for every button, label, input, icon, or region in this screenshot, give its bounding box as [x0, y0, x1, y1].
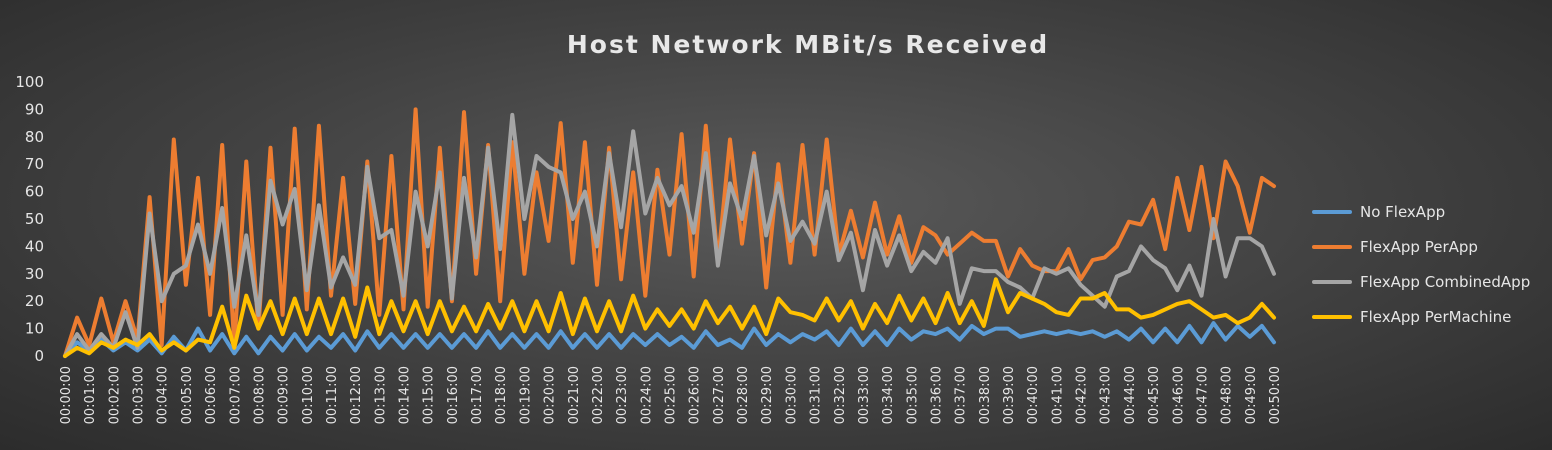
- x-tick-label: 00:26:00: [688, 366, 703, 424]
- x-tick-label: 00:28:00: [736, 366, 751, 424]
- x-tick-label: 00:39:00: [1002, 366, 1017, 424]
- series-line-flexapp-permachine: [63, 277, 1276, 358]
- x-tick-label: 00:19:00: [518, 366, 533, 424]
- legend: No FlexApp FlexApp PerApp FlexApp Combin…: [1312, 194, 1530, 334]
- x-tick-label: 00:16:00: [446, 366, 461, 424]
- x-tick-label: 00:48:00: [1220, 366, 1235, 424]
- legend-swatch: [1312, 314, 1352, 319]
- x-tick-label: 00:10:00: [301, 366, 316, 424]
- x-tick-label: 00:01:00: [83, 366, 98, 424]
- y-tick-label: 0: [34, 347, 44, 365]
- legend-swatch: [1312, 244, 1352, 249]
- x-tick-label: 00:47:00: [1195, 366, 1210, 424]
- x-tick-label: 00:11:00: [325, 366, 340, 424]
- y-tick-label: 50: [25, 210, 44, 228]
- x-tick-label: 00:34:00: [881, 366, 896, 424]
- x-tick-label: 00:05:00: [180, 366, 195, 424]
- x-tick-label: 00:13:00: [373, 366, 388, 424]
- x-tick-label: 00:04:00: [156, 366, 171, 424]
- y-tick-label: 80: [25, 128, 44, 146]
- series-line-no-flexapp: [63, 321, 1276, 358]
- x-tick-label: 00:44:00: [1123, 366, 1138, 424]
- legend-item-flexapp-perapp: FlexApp PerApp: [1312, 229, 1530, 264]
- legend-item-flexapp-permachine: FlexApp PerMachine: [1312, 299, 1530, 334]
- x-tick-label: 00:31:00: [809, 366, 824, 424]
- legend-swatch: [1312, 209, 1352, 214]
- x-tick-label: 00:46:00: [1171, 366, 1186, 424]
- legend-label: FlexApp CombinedApp: [1360, 272, 1531, 291]
- x-tick-label: 00:02:00: [107, 366, 122, 424]
- x-tick-label: 00:38:00: [978, 366, 993, 424]
- legend-label: FlexApp PerApp: [1360, 237, 1478, 256]
- x-tick-label: 00:06:00: [204, 366, 219, 424]
- y-tick-label: 60: [25, 183, 44, 201]
- chart-title: Host Network MBit/s Received: [566, 30, 1050, 59]
- x-tick-label: 00:42:00: [1075, 366, 1090, 424]
- legend-item-flexapp-combinedapp: FlexApp CombinedApp: [1312, 264, 1530, 299]
- x-tick-label: 00:17:00: [470, 366, 485, 424]
- x-tick-label: 00:18:00: [494, 366, 509, 424]
- x-tick-label: 00:32:00: [833, 366, 848, 424]
- series-line-flexapp-perapp: [63, 107, 1276, 358]
- y-tick-label: 100: [15, 73, 44, 91]
- x-tick-label: 00:27:00: [712, 366, 727, 424]
- x-tick-label: 00:45:00: [1147, 366, 1162, 424]
- y-tick-label: 10: [25, 320, 44, 338]
- y-tick-label: 70: [25, 155, 44, 173]
- series-lines: [63, 107, 1276, 358]
- legend-label: FlexApp PerMachine: [1360, 307, 1512, 326]
- y-tick-label: 20: [25, 292, 44, 310]
- x-tick-label: 00:43:00: [1099, 366, 1114, 424]
- x-axis-ticks: 00:00:00 00:01:00 00:02:00 00:03:00 00:04:00…: [59, 366, 1283, 424]
- x-tick-label: 00:30:00: [784, 366, 799, 424]
- x-tick-label: 00:35:00: [905, 366, 920, 424]
- series-line-flexapp-combinedapp: [63, 112, 1276, 358]
- x-tick-label: 00:25:00: [664, 366, 679, 424]
- x-tick-label: 00:23:00: [615, 366, 630, 424]
- legend-label: No FlexApp: [1360, 202, 1446, 221]
- y-axis-ticks: 0 10 20 30 40 50 60 70 80 90 100: [15, 73, 44, 365]
- x-tick-label: 00:22:00: [591, 366, 606, 424]
- x-tick-label: 00:29:00: [760, 366, 775, 424]
- x-tick-label: 00:00:00: [59, 366, 74, 424]
- x-tick-label: 00:24:00: [639, 366, 654, 424]
- x-tick-label: 00:15:00: [422, 366, 437, 424]
- x-tick-label: 00:40:00: [1026, 366, 1041, 424]
- x-tick-label: 00:21:00: [567, 366, 582, 424]
- x-tick-label: 00:36:00: [929, 366, 944, 424]
- x-tick-label: 00:08:00: [252, 366, 267, 424]
- x-tick-label: 00:03:00: [132, 366, 147, 424]
- y-tick-label: 90: [25, 100, 44, 118]
- x-tick-label: 00:49:00: [1244, 366, 1259, 424]
- legend-item-no-flexapp: No FlexApp: [1312, 194, 1530, 229]
- x-tick-label: 00:12:00: [349, 366, 364, 424]
- x-tick-label: 00:20:00: [543, 366, 558, 424]
- x-tick-label: 00:07:00: [228, 366, 243, 424]
- x-tick-label: 00:33:00: [857, 366, 872, 424]
- x-tick-label: 00:14:00: [398, 366, 413, 424]
- y-tick-label: 30: [25, 265, 44, 283]
- x-tick-label: 00:50:00: [1268, 366, 1283, 424]
- x-tick-label: 00:37:00: [954, 366, 969, 424]
- legend-swatch: [1312, 279, 1352, 284]
- x-tick-label: 00:09:00: [277, 366, 292, 424]
- x-tick-label: 00:41:00: [1050, 366, 1065, 424]
- y-tick-label: 40: [25, 237, 44, 255]
